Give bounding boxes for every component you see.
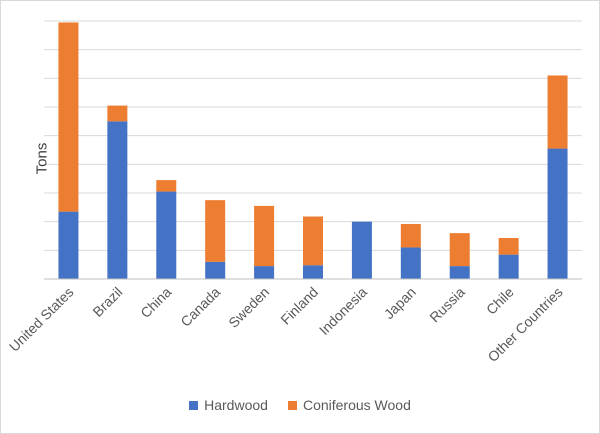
bar-hardwood-sweden xyxy=(254,266,275,279)
bar-hardwood-russia xyxy=(449,266,470,279)
x-tick-label: Chile xyxy=(483,284,517,318)
legend: Hardwood Coniferous Wood xyxy=(0,397,600,413)
legend-item-hardwood: Hardwood xyxy=(189,397,268,413)
bar-coniferous-other-countries xyxy=(547,75,568,149)
x-tick-label: Indonesia xyxy=(316,284,370,338)
bar-hardwood-canada xyxy=(205,261,226,279)
x-tick-labels: United States Brazil China Canada Sweden Finl… xyxy=(6,284,566,365)
x-tick-label: Russia xyxy=(426,284,468,326)
legend-label-coniferous: Coniferous Wood xyxy=(302,397,411,413)
y-axis-label: Tons xyxy=(33,142,51,175)
x-tick-label: Finland xyxy=(277,284,321,328)
bar-coniferous-sweden xyxy=(254,205,275,267)
x-tick-label: Brazil xyxy=(89,284,125,320)
bar-coniferous-russia xyxy=(449,233,470,267)
bars xyxy=(58,22,568,279)
legend-item-coniferous: Coniferous Wood xyxy=(287,397,411,413)
x-tick-label: United States xyxy=(6,284,77,355)
bar-hardwood-other-countries xyxy=(547,148,568,279)
bar-hardwood-brazil xyxy=(107,121,128,279)
bar-hardwood-finland xyxy=(303,265,323,279)
bar-coniferous-brazil xyxy=(107,105,128,122)
bar-hardwood-japan xyxy=(400,247,421,279)
bar-coniferous-china xyxy=(156,180,177,192)
bar-hardwood-chile xyxy=(498,254,519,279)
x-tick-label: Canada xyxy=(177,284,223,330)
bar-coniferous-united-states xyxy=(58,22,79,212)
bar-coniferous-japan xyxy=(400,223,421,248)
x-tick-label: China xyxy=(137,284,174,321)
bar-coniferous-canada xyxy=(205,200,226,262)
bar-hardwood-indonesia xyxy=(351,221,372,279)
bar-coniferous-chile xyxy=(498,238,519,255)
bar-hardwood-united-states xyxy=(58,211,79,279)
bar-hardwood-china xyxy=(156,191,177,279)
legend-swatch-hardwood xyxy=(189,400,199,410)
bar-coniferous-finland xyxy=(303,216,323,266)
gridlines xyxy=(44,20,582,251)
legend-label-hardwood: Hardwood xyxy=(204,397,268,413)
legend-swatch-coniferous xyxy=(287,400,297,410)
x-tick-label: Sweden xyxy=(225,284,272,331)
x-tick-label: Japan xyxy=(381,284,419,322)
